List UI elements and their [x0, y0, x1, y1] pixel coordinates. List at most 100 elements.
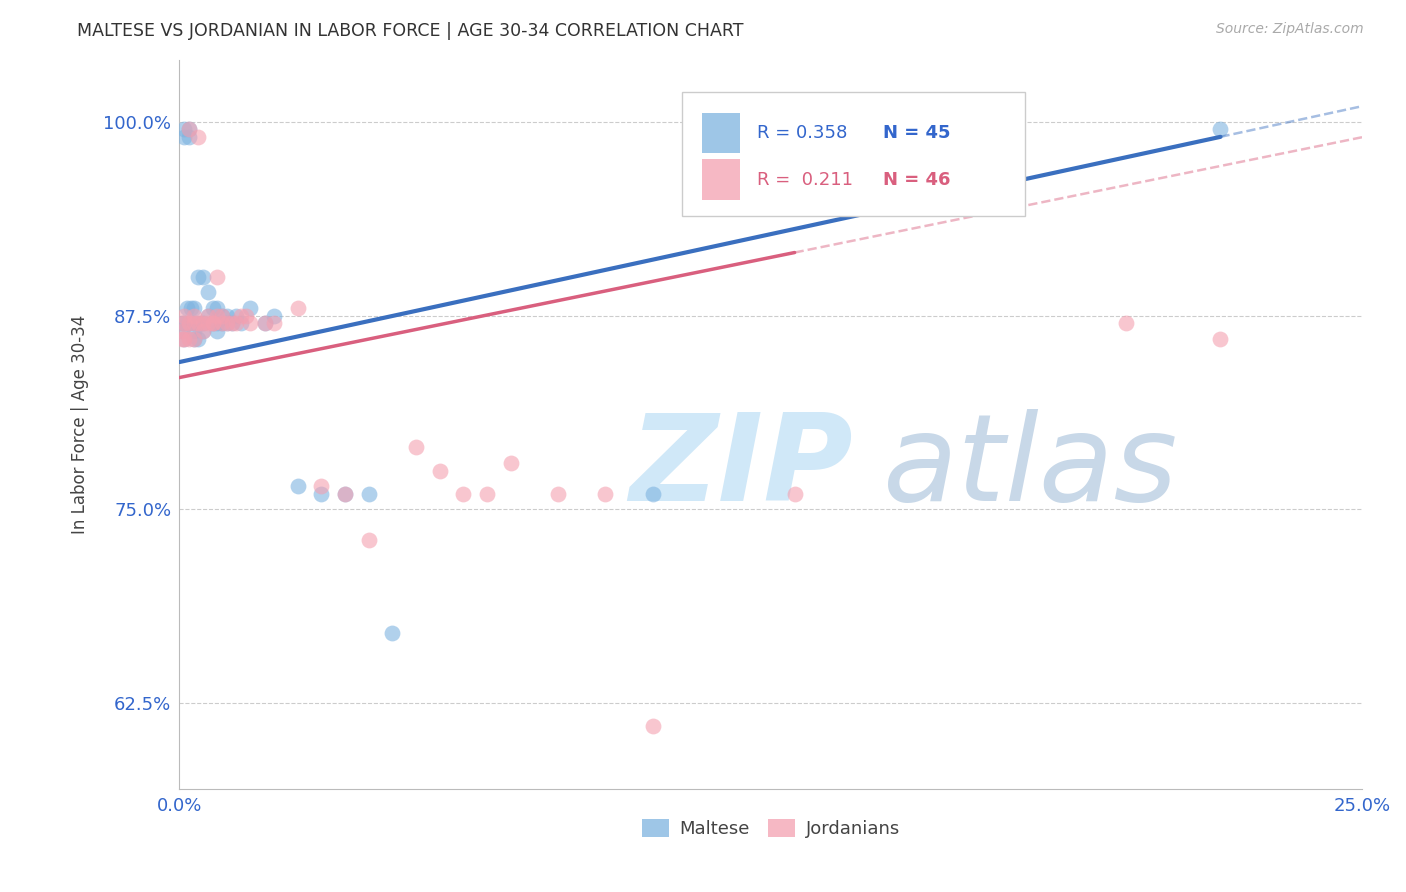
Maltese — [183, 324, 205, 338]
Maltese — [201, 316, 224, 330]
Text: atlas: atlas — [883, 409, 1178, 526]
Jordanians — [1209, 332, 1232, 346]
Jordanians — [253, 316, 276, 330]
Jordanians — [173, 316, 195, 330]
Jordanians — [177, 332, 200, 346]
Jordanians — [183, 309, 205, 323]
Jordanians — [191, 316, 214, 330]
Maltese — [177, 316, 200, 330]
Maltese — [180, 301, 202, 315]
Legend: Maltese, Jordanians: Maltese, Jordanians — [634, 812, 907, 845]
Maltese — [173, 316, 195, 330]
Jordanians — [357, 533, 380, 548]
Jordanians — [405, 440, 427, 454]
Maltese — [211, 316, 233, 330]
Jordanians — [215, 316, 238, 330]
Jordanians — [211, 309, 233, 323]
Text: Source: ZipAtlas.com: Source: ZipAtlas.com — [1216, 22, 1364, 37]
Maltese — [207, 301, 229, 315]
Jordanians — [595, 487, 617, 501]
Maltese — [187, 316, 209, 330]
Maltese — [239, 301, 262, 315]
Maltese — [183, 301, 205, 315]
Maltese — [207, 316, 229, 330]
Maltese — [215, 316, 238, 330]
Jordanians — [173, 309, 195, 323]
Jordanians — [311, 479, 333, 493]
Maltese — [225, 309, 247, 323]
Maltese — [191, 324, 214, 338]
Jordanians — [239, 316, 262, 330]
FancyBboxPatch shape — [682, 93, 1025, 217]
Jordanians — [453, 487, 475, 501]
Jordanians — [207, 269, 229, 284]
Jordanians — [197, 309, 219, 323]
Maltese — [197, 285, 219, 300]
Jordanians — [221, 316, 243, 330]
Maltese — [177, 130, 200, 145]
Maltese — [173, 130, 195, 145]
Text: ZIP: ZIP — [628, 409, 853, 526]
Bar — [703, 160, 740, 200]
Maltese — [287, 479, 309, 493]
Jordanians — [211, 316, 233, 330]
Jordanians — [187, 316, 209, 330]
Jordanians — [783, 487, 806, 501]
Maltese — [187, 332, 209, 346]
Text: R =  0.211: R = 0.211 — [756, 171, 853, 189]
Text: MALTESE VS JORDANIAN IN LABOR FORCE | AGE 30-34 CORRELATION CHART: MALTESE VS JORDANIAN IN LABOR FORCE | AG… — [77, 22, 744, 40]
Jordanians — [229, 309, 252, 323]
Jordanians — [173, 332, 195, 346]
Jordanians — [287, 301, 309, 315]
Maltese — [207, 324, 229, 338]
Maltese — [215, 309, 238, 323]
Maltese — [641, 487, 664, 501]
Maltese — [229, 316, 252, 330]
Jordanians — [191, 324, 214, 338]
Jordanians — [235, 309, 257, 323]
Maltese — [183, 332, 205, 346]
Maltese — [187, 269, 209, 284]
Maltese — [311, 487, 333, 501]
Jordanians — [197, 316, 219, 330]
Maltese — [263, 309, 285, 323]
Jordanians — [499, 456, 522, 470]
Jordanians — [201, 316, 224, 330]
Maltese — [183, 316, 205, 330]
Maltese — [253, 316, 276, 330]
Maltese — [177, 122, 200, 136]
Text: N = 46: N = 46 — [883, 171, 950, 189]
Jordanians — [429, 464, 451, 478]
Jordanians — [177, 316, 200, 330]
Maltese — [170, 316, 193, 330]
Maltese — [173, 122, 195, 136]
Jordanians — [641, 719, 664, 733]
Text: N = 45: N = 45 — [883, 124, 950, 142]
Maltese — [173, 332, 195, 346]
Maltese — [197, 309, 219, 323]
Maltese — [170, 324, 193, 338]
Jordanians — [177, 122, 200, 136]
Jordanians — [183, 332, 205, 346]
Y-axis label: In Labor Force | Age 30-34: In Labor Force | Age 30-34 — [72, 315, 89, 533]
Jordanians — [263, 316, 285, 330]
Bar — [703, 112, 740, 153]
Jordanians — [333, 487, 356, 501]
Jordanians — [475, 487, 498, 501]
Jordanians — [547, 487, 569, 501]
Maltese — [176, 301, 198, 315]
Jordanians — [207, 309, 229, 323]
Maltese — [191, 269, 214, 284]
Maltese — [381, 626, 404, 640]
Jordanians — [183, 316, 205, 330]
Jordanians — [201, 316, 224, 330]
Maltese — [357, 487, 380, 501]
Maltese — [1209, 122, 1232, 136]
Maltese — [211, 309, 233, 323]
Jordanians — [170, 332, 193, 346]
Jordanians — [1115, 316, 1137, 330]
Maltese — [221, 316, 243, 330]
Maltese — [333, 487, 356, 501]
Jordanians — [225, 316, 247, 330]
Text: R = 0.358: R = 0.358 — [756, 124, 848, 142]
